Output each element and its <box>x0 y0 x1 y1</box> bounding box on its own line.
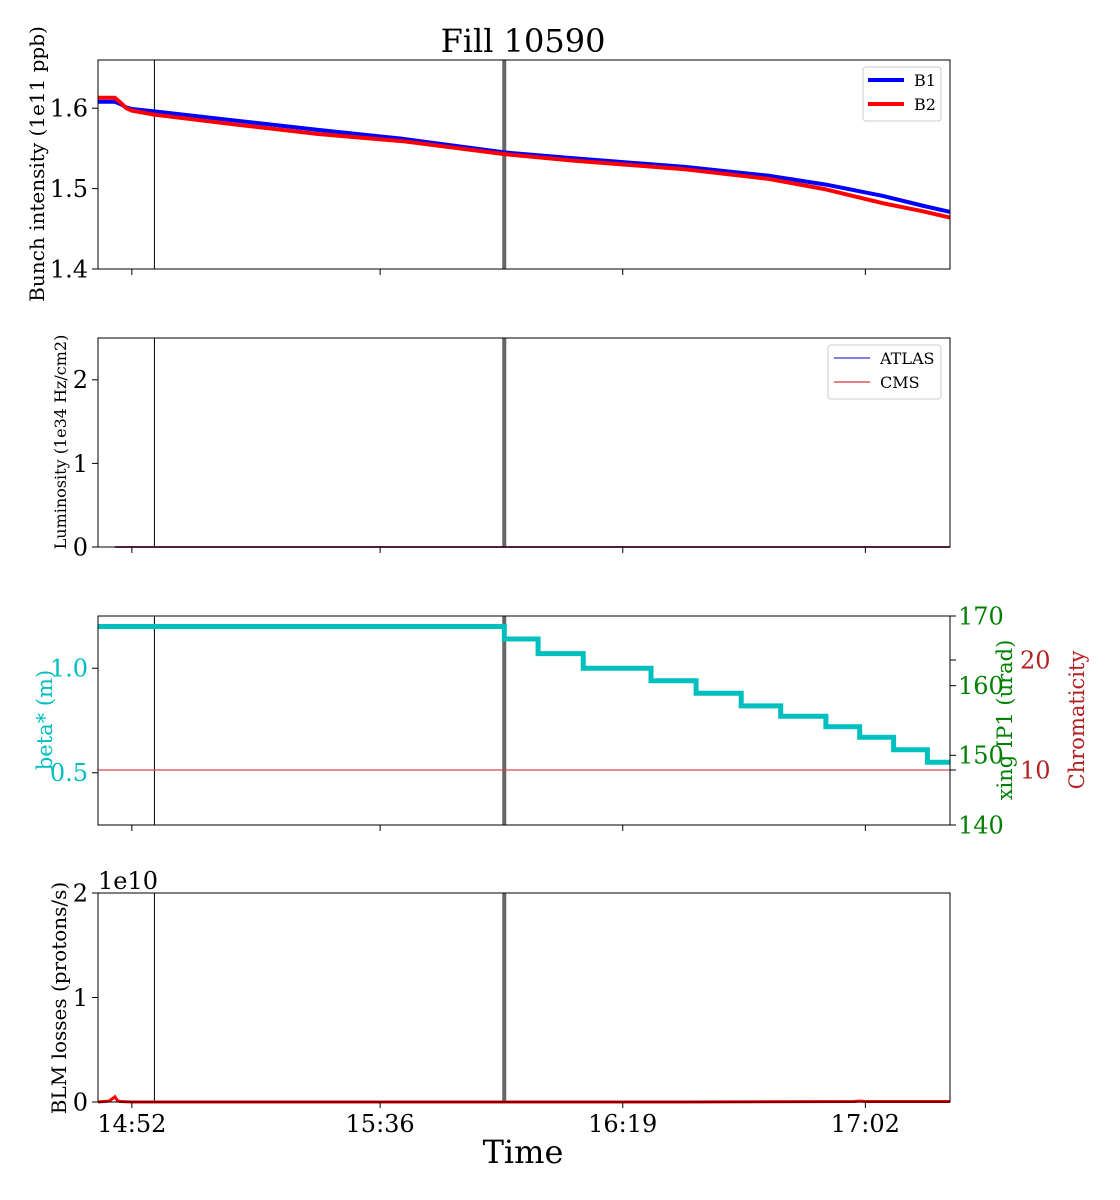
optics-panel: 0.5 1.0 140 150 160 170 10 20 beta* (m) xing … <box>33 602 1089 839</box>
blm-plot-area <box>97 893 950 1104</box>
figure-title: Fill 10590 <box>441 22 606 60</box>
luminosity-y-label: Luminosity (1e34 Hz/cm2) <box>51 335 70 550</box>
blm-offset-label: 1e10 <box>98 867 158 895</box>
series-beta-line <box>98 624 950 765</box>
x-axis-label: Time <box>483 1133 564 1171</box>
intensity-y-tick-label: 1.4 <box>50 255 88 283</box>
beta-y-tick-label: 1.0 <box>50 655 88 683</box>
blm-panel: 0 1 2 14:52 15:36 16:19 17:02 1e10 BLM losses… <box>47 867 951 1138</box>
luminosity-axes-frame <box>97 337 951 548</box>
beta-y-tick-label: 0.5 <box>50 759 88 787</box>
luminosity-legend: ATLAS CMS <box>827 344 942 400</box>
blm-y-tick-label: 2 <box>73 879 88 907</box>
intensity-x-ticks <box>131 269 866 275</box>
luminosity-y-tick-label: 0 <box>73 533 88 561</box>
beta-y-ticks: 0.5 1.0 <box>50 655 98 787</box>
luminosity-plot-area <box>114 338 950 548</box>
intensity-plot-area <box>98 60 951 269</box>
optics-x-ticks <box>131 825 866 831</box>
xing-y-tick-label: 150 <box>958 742 1004 770</box>
intensity-y-label: Bunch intensity (1e11 ppb) <box>25 26 49 302</box>
blm-x-tick-label: 17:02 <box>831 1110 900 1138</box>
xing-y-label: xing IP1 (urad) <box>993 640 1017 801</box>
intensity-y-tick-label: 1.6 <box>50 95 88 123</box>
series-blm-line <box>97 1094 950 1104</box>
blm-y-tick-label: 1 <box>73 984 88 1012</box>
luminosity-y-ticks: 0 1 2 <box>73 366 98 561</box>
legend-cms-label: CMS <box>880 373 920 392</box>
xing-y-ticks: 140 150 160 170 <box>950 602 1004 839</box>
intensity-panel: 1.4 1.5 1.6 Bunch intensity (1e11 ppb) B1 … <box>25 26 951 302</box>
chromaticity-y-label: Chromaticity <box>1065 651 1089 790</box>
blm-y-ticks: 0 1 2 <box>73 879 98 1116</box>
legend-b1-label: B1 <box>914 71 936 90</box>
intensity-y-ticks: 1.4 1.5 1.6 <box>50 95 98 283</box>
luminosity-y-tick-label: 1 <box>73 450 88 478</box>
xing-y-tick-label: 160 <box>958 672 1004 700</box>
blm-axes-frame <box>97 892 951 1103</box>
luminosity-y-tick-label: 2 <box>73 366 88 394</box>
blm-y-label: BLM losses (protons/s) <box>47 882 71 1114</box>
xing-y-tick-label: 170 <box>958 602 1004 630</box>
intensity-axes-frame <box>97 59 951 270</box>
luminosity-panel: 0 1 2 Luminosity (1e34 Hz/cm2) ATLAS CMS <box>51 335 951 561</box>
xing-y-tick-label: 140 <box>958 811 1004 839</box>
optics-plot-area <box>98 616 950 825</box>
blm-x-tick-label: 15:36 <box>346 1110 415 1138</box>
blm-x-tick-label: 14:52 <box>97 1110 166 1138</box>
legend-b2-label: B2 <box>914 95 936 114</box>
series-b2-line <box>98 95 951 220</box>
blm-x-tick-label: 16:19 <box>588 1110 657 1138</box>
optics-axes-frame <box>97 615 951 826</box>
legend-atlas-label: ATLAS <box>879 349 935 368</box>
chromaticity-y-tick-label: 10 <box>1020 756 1051 784</box>
beta-y-label: beta* (m) <box>33 670 57 770</box>
chromaticity-y-tick-label: 20 <box>1020 646 1051 674</box>
blm-y-tick-label: 0 <box>73 1088 88 1116</box>
luminosity-x-ticks <box>131 547 866 553</box>
chromaticity-y-ticks: 10 20 <box>950 646 1051 784</box>
intensity-y-tick-label: 1.5 <box>50 175 88 203</box>
blm-x-ticks: 14:52 15:36 16:19 17:02 <box>97 1102 900 1138</box>
intensity-legend: B1 B2 <box>862 66 942 122</box>
